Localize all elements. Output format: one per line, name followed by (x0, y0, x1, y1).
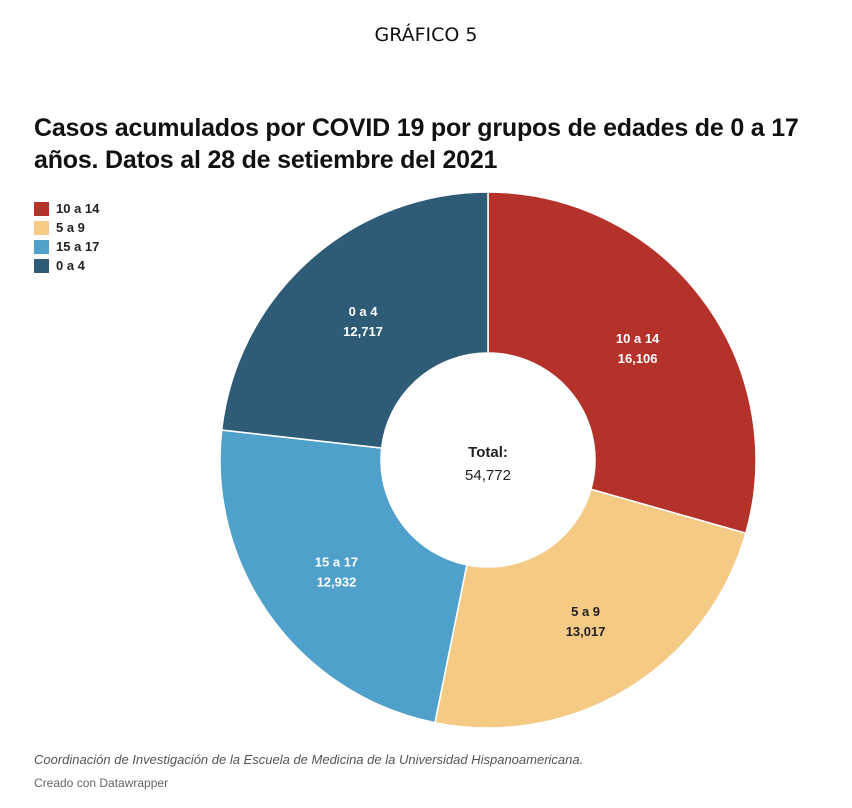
donut-slice-10-a-14[interactable] (487, 191, 757, 535)
source-note: Coordinación de Investigación de la Escu… (34, 752, 584, 767)
donut-slice-0-a-4[interactable] (220, 191, 489, 449)
legend-label: 10 a 14 (56, 201, 100, 216)
legend-label: 15 a 17 (56, 239, 100, 254)
legend-swatch (34, 258, 49, 273)
slice-value: 12,932 (317, 574, 357, 589)
legend-item: 0 a 4 (34, 256, 99, 275)
legend-item: 10 a 14 (34, 199, 99, 218)
chart-title: Casos acumulados por COVID 19 por grupos… (34, 114, 799, 174)
legend-swatch (34, 201, 49, 216)
slice-label: 15 a 17 (315, 554, 358, 569)
slice-label: 0 a 4 (349, 304, 379, 319)
legend-item: 15 a 17 (34, 237, 99, 256)
chart-legend: 10 a 14 5 a 9 15 a 17 0 a 4 (34, 199, 99, 275)
slice-label: 5 a 9 (571, 604, 600, 619)
center-total-value: 54,772 (465, 467, 511, 484)
slice-label: 10 a 14 (616, 331, 660, 346)
donut-slice-15-a-17[interactable] (219, 429, 468, 724)
legend-swatch (34, 239, 49, 254)
legend-label: 0 a 4 (56, 258, 85, 273)
chart-supertitle: GRÁFICO 5 (374, 24, 478, 46)
credit-link[interactable]: Creado con Datawrapper (34, 776, 169, 790)
slice-value: 12,717 (343, 324, 383, 339)
legend-label: 5 a 9 (56, 220, 85, 235)
legend-item: 5 a 9 (34, 218, 99, 237)
slice-value: 13,017 (566, 624, 606, 639)
center-total-label: Total: (468, 444, 508, 461)
legend-swatch (34, 220, 49, 235)
slice-value: 16,106 (618, 351, 658, 366)
donut-slice-5-a-9[interactable] (434, 488, 747, 729)
